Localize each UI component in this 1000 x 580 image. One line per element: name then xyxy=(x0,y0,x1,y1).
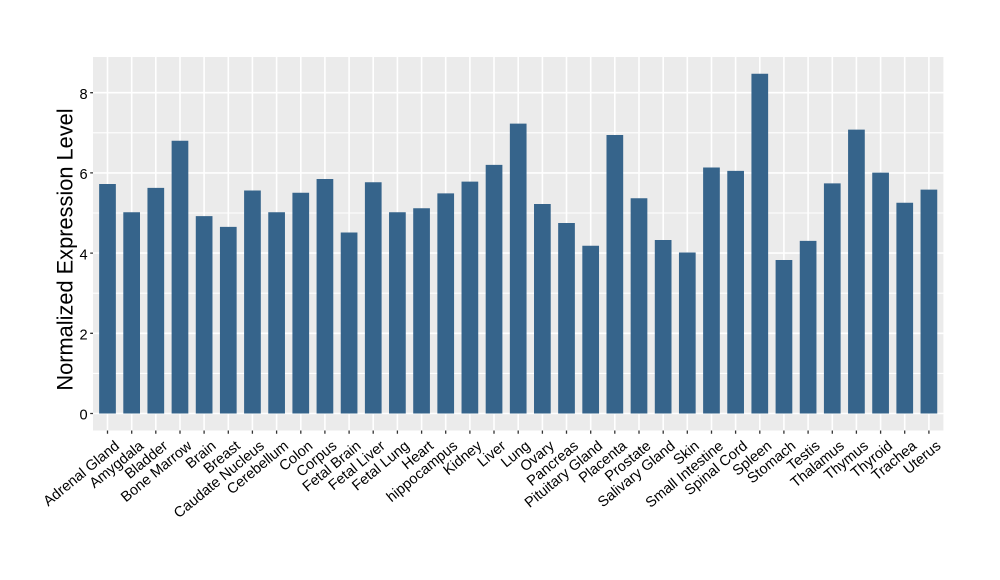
svg-text:0: 0 xyxy=(79,408,87,424)
svg-text:2: 2 xyxy=(79,328,87,344)
svg-text:6: 6 xyxy=(79,167,87,183)
svg-text:8: 8 xyxy=(79,87,87,103)
svg-text:4: 4 xyxy=(79,247,87,263)
svg-text:Normalized Expression Level: Normalized Expression Level xyxy=(52,108,77,390)
